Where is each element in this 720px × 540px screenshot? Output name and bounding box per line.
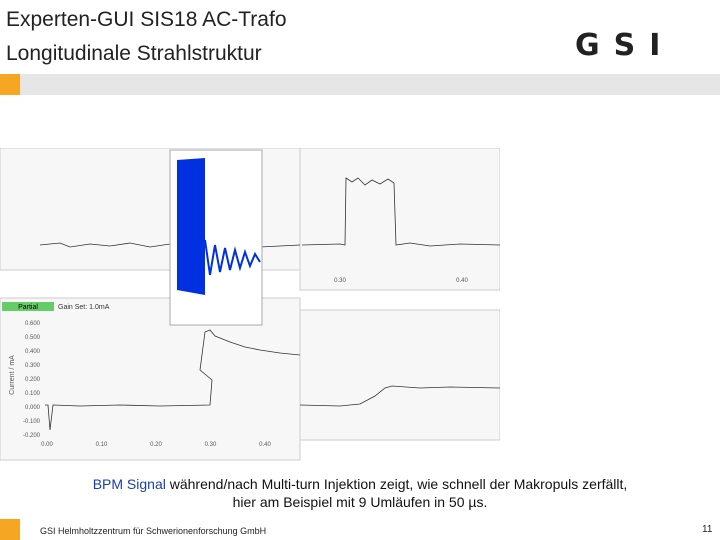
tick-label: 0.40: [259, 442, 271, 448]
tick-label: 0.400: [25, 349, 41, 355]
burst: [177, 158, 205, 295]
mode-box: [2, 302, 54, 311]
tick-label: 0.500: [25, 335, 41, 341]
gain-label: Gain Set: 1.0mA: [58, 304, 110, 311]
header-bar: [20, 74, 720, 95]
tick-label: 0.30: [205, 442, 217, 448]
logo: GSI: [575, 28, 675, 63]
caption: BPM Signal während/nach Multi-turn Injek…: [0, 476, 720, 492]
accent-square: [0, 519, 20, 540]
footer: GSI Helmholtzzentrum für Schwerionenfors…: [40, 526, 267, 536]
tick-label: -0.200: [23, 433, 41, 439]
tick-label: 0.10: [96, 442, 108, 448]
tick-label: 0.40: [456, 278, 468, 284]
accent-square: [0, 74, 20, 95]
title-line: Longitudinale Strahlstruktur: [6, 42, 262, 65]
tick-label: -0.100: [23, 419, 41, 425]
ticks: 0.600 0.500 0.400 0.300 0.200 0.100 0.000 -0.10…: [23, 278, 469, 448]
plots: Partial Gain Set: 1.0mA Current / mA 0.6…: [0, 148, 500, 461]
page-number: 11: [702, 524, 713, 535]
panel: [299, 309, 500, 441]
burst-tail: [204, 239, 261, 276]
mode-label: Partial: [18, 304, 38, 311]
panel: [299, 148, 500, 291]
tick-label: 0.600: [25, 321, 41, 327]
waveform: [45, 329, 301, 431]
y-axis-label: Current / mA: [9, 355, 16, 395]
waveform: [301, 177, 500, 247]
tick-label: 0.000: [25, 405, 41, 411]
tick-label: 0.200: [25, 377, 41, 383]
caption-highlight: BPM Signal: [92, 476, 166, 492]
tick-label: 0.100: [25, 391, 41, 397]
tick-label: 0.300: [25, 363, 41, 369]
tick-label: 0.00: [41, 442, 53, 448]
tick-label: 0.20: [150, 442, 162, 448]
tick-label: 0.30: [334, 278, 346, 284]
caption: hier am Beispiel mit 9 Umläufen in 50 µs…: [232, 494, 488, 510]
title-line: Experten-GUI SIS18 AC-Trafo: [6, 8, 287, 31]
caption-text: während/nach Multi-turn Injektion zeigt,…: [169, 476, 628, 492]
waveform: [299, 385, 500, 407]
